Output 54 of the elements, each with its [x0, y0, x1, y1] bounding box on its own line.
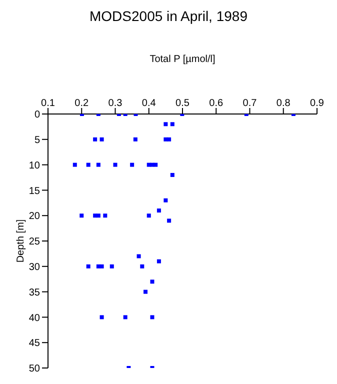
point [72, 162, 77, 167]
x-tick-label: 0.3 [108, 98, 123, 109]
y-tick-label: 45 [28, 338, 40, 350]
y-tick-label: 35 [28, 287, 40, 298]
x-axis-title: Total P [µmol/l] [150, 54, 216, 65]
x-tick-label: 0.8 [276, 98, 291, 109]
y-tick-label: 40 [28, 312, 40, 324]
chart-title: MODS2005 in April, 1989 [88, 8, 248, 24]
x-tick-label: 0.1 [41, 98, 56, 109]
point [146, 214, 151, 218]
point [100, 137, 104, 142]
point [86, 264, 90, 268]
x-tick-label: 0.6 [209, 98, 224, 109]
point [170, 122, 174, 126]
x-tick-label: 0.4 [142, 98, 156, 109]
point [100, 315, 104, 320]
point [144, 290, 148, 294]
point [170, 172, 174, 177]
point [150, 280, 154, 284]
point [133, 137, 138, 142]
point [96, 214, 100, 218]
point [103, 214, 108, 218]
x-tick-label: 0.5 [176, 98, 190, 109]
point [154, 162, 158, 167]
x-tick-label: 0.2 [74, 98, 90, 109]
point [136, 254, 141, 258]
y-axis-title: Depth [m] [16, 219, 27, 263]
point [113, 162, 118, 167]
y-tick-label: 15 [28, 186, 40, 197]
y-tick-label: 5 [34, 134, 40, 146]
point [80, 214, 84, 218]
point [140, 264, 144, 268]
point [167, 137, 172, 142]
point [100, 264, 104, 268]
point [164, 198, 168, 202]
point [164, 122, 168, 126]
point [110, 264, 114, 268]
y-tick-label: 0 [34, 110, 40, 121]
point [150, 315, 154, 320]
point [93, 137, 98, 142]
point [130, 162, 134, 167]
y-tick-label: 25 [28, 236, 40, 248]
point [86, 162, 90, 167]
point [156, 259, 161, 264]
point [123, 315, 128, 320]
y-tick-label: 50 [28, 364, 40, 375]
x-tick-label: 0.9 [310, 98, 324, 109]
y-tick-label: 10 [28, 160, 40, 172]
point [156, 208, 161, 213]
y-tick-label: 30 [28, 262, 40, 273]
x-tick-label: 0.7 [242, 98, 258, 109]
point [96, 162, 100, 167]
y-tick-label: 20 [28, 211, 40, 222]
point [167, 218, 172, 223]
